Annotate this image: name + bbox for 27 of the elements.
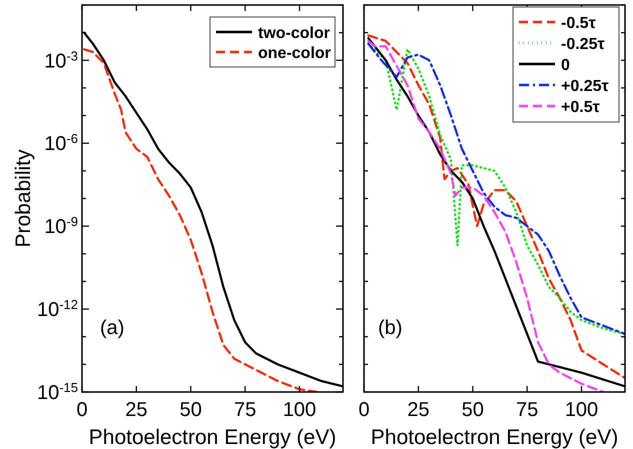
- x-tick-label: 100: [282, 399, 316, 421]
- x-tick-label: 75: [234, 399, 256, 421]
- legend-label: +0.5τ: [561, 99, 600, 116]
- y-tick-label: 10$^{-9}$: [44, 214, 78, 238]
- x-tick-label: 50: [180, 399, 202, 421]
- x-axis-title: Photoelectron Energy (eV): [88, 426, 336, 449]
- x-tick-label: 25: [125, 399, 148, 421]
- annotation: (b): [378, 317, 402, 339]
- legend-label: 0: [561, 57, 570, 74]
- legend-label: one-color: [258, 45, 331, 62]
- x-tick-label: 0: [76, 399, 88, 421]
- y-tick-label: 10$^{-12}$: [36, 296, 78, 322]
- y-axis-title: Probability: [12, 148, 35, 248]
- x-tick-label: 50: [462, 399, 484, 421]
- x-axis-title: Photoelectron Energy (eV): [370, 426, 618, 449]
- y-tick-label: 10$^{-15}$: [36, 380, 78, 404]
- y-tick-label: 10$^{-3}$: [44, 48, 78, 72]
- x-tick-label: 25: [407, 399, 430, 421]
- annotation: (a): [100, 317, 124, 339]
- legend-label: +0.25τ: [561, 78, 609, 95]
- y-tick-label: 10$^{-6}$: [44, 130, 78, 156]
- x-tick-label: 75: [516, 399, 538, 421]
- legend-label: two-color: [258, 25, 330, 42]
- legend-label: -0.5τ: [561, 15, 596, 32]
- x-tick-label: 100: [564, 399, 598, 421]
- x-tick-label: 0: [358, 399, 370, 421]
- legend-label: -0.25τ: [561, 36, 605, 53]
